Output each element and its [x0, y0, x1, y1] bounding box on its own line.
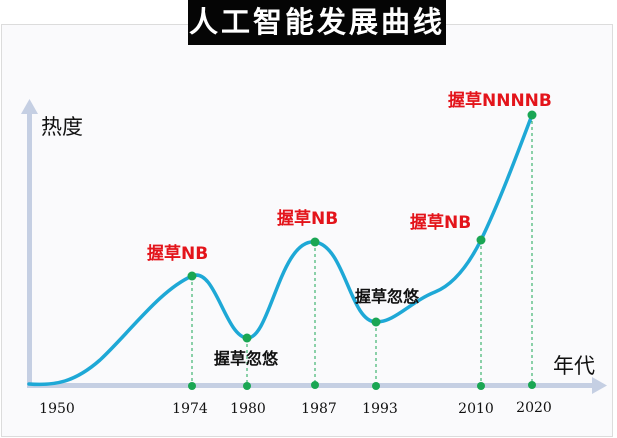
- x-axis-arrow-icon: [592, 377, 607, 394]
- point-1980: [242, 333, 252, 343]
- x-tick-labels: 1950 1974 1980 1987 1993 2010 2020: [39, 400, 552, 417]
- annotation-1987: 握草NB: [277, 208, 338, 229]
- tick-1993: 1993: [362, 401, 398, 417]
- tick-1974: 1974: [172, 401, 208, 417]
- chart-frame: [1, 24, 613, 437]
- y-axis-label: 热度: [41, 115, 83, 139]
- curve-points: [187, 110, 537, 343]
- point-1993: [371, 317, 381, 327]
- tick-2020: 2020: [516, 400, 552, 416]
- annotation-2020: 握草NNNNB: [448, 90, 552, 111]
- point-2020: [527, 110, 537, 120]
- annotation-1993: 握草忽悠: [355, 287, 420, 306]
- tick-1950: 1950: [39, 401, 75, 417]
- point-1987: [310, 237, 320, 247]
- tick-1980: 1980: [230, 401, 266, 417]
- point-1974: [187, 271, 197, 281]
- annotation-1974: 握草NB: [147, 243, 208, 264]
- tick-2010: 2010: [458, 401, 494, 417]
- annotation-2010: 握草NB: [410, 212, 471, 233]
- y-axis-arrow-icon: [21, 99, 38, 114]
- annotation-1980: 握草忽悠: [214, 349, 279, 368]
- x-axis: [27, 377, 607, 394]
- point-2010: [476, 235, 486, 245]
- y-axis: [21, 99, 38, 388]
- axis-points: [188, 381, 536, 390]
- drop-lines: [191, 115, 533, 385]
- chart-title: 人工智能发展曲线: [188, 0, 446, 45]
- trend-curve: [27, 113, 534, 387]
- x-axis-label: 年代: [553, 354, 595, 378]
- tick-1987: 1987: [301, 401, 337, 417]
